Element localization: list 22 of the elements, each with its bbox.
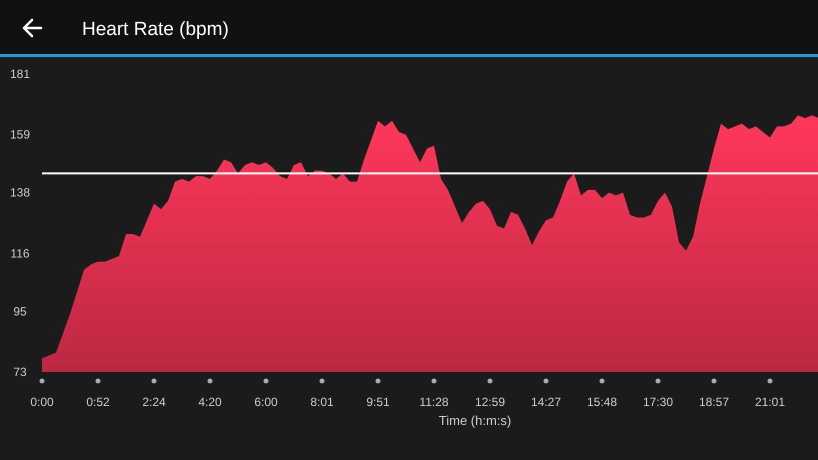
x-tick-label: 14:27 bbox=[530, 395, 562, 409]
x-tick-label: 15:48 bbox=[586, 395, 618, 409]
y-tick-label: 138 bbox=[10, 186, 30, 200]
x-axis-title: Time (h:m:s) bbox=[438, 413, 512, 428]
x-tick-label: 17:30 bbox=[642, 395, 674, 409]
y-tick-label: 116 bbox=[10, 246, 30, 260]
chart-title: Heart Rate (bpm) bbox=[82, 19, 229, 40]
x-tick-label: 6:00 bbox=[254, 395, 278, 409]
x-tick-label: 12:59 bbox=[474, 395, 506, 409]
x-tick-label: 8:01 bbox=[310, 395, 334, 409]
y-tick-label: 181 bbox=[10, 67, 30, 81]
y-tick-label: 159 bbox=[10, 128, 30, 142]
y-tick-label: 73 bbox=[13, 365, 27, 379]
x-tick-label: 11:28 bbox=[419, 395, 449, 409]
x-tick-label: 18:57 bbox=[698, 395, 730, 409]
x-tick-label: 2:24 bbox=[142, 395, 166, 409]
y-tick-label: 95 bbox=[13, 304, 27, 318]
x-tick-label: 0:52 bbox=[86, 395, 110, 409]
x-tick-label: 0:00 bbox=[30, 395, 54, 409]
x-tick-label: 21:01 bbox=[754, 395, 786, 409]
x-tick-label: 4:20 bbox=[198, 395, 222, 409]
x-tick-label: 9:51 bbox=[366, 395, 390, 409]
